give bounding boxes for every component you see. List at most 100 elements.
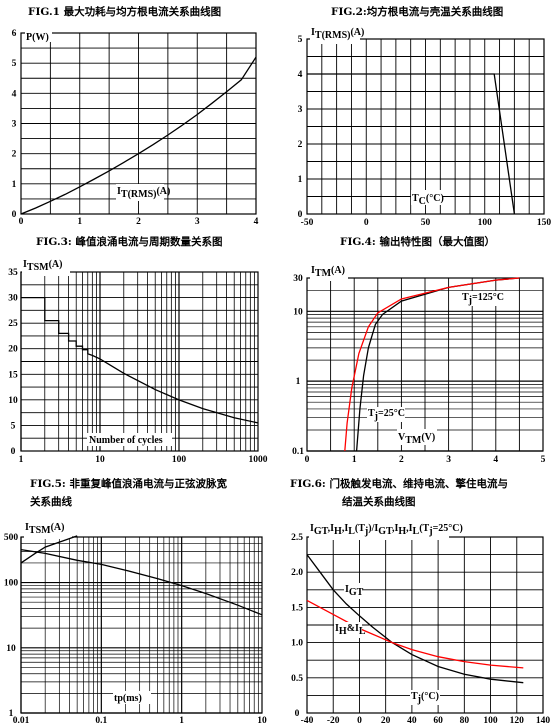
fig2-xtick-label: 0 bbox=[364, 218, 369, 228]
fig5-xtick-label: 1 bbox=[179, 716, 184, 726]
fig6-xtick-label: 0 bbox=[357, 716, 362, 726]
fig4-annot-25c: Tj=25°C bbox=[368, 408, 405, 422]
fig6-ytick-label: 0 bbox=[295, 709, 300, 719]
fig2-series-line bbox=[307, 73, 516, 215]
fig2-xtick-label: 100 bbox=[478, 218, 493, 228]
fig4-xtick-label: 1 bbox=[352, 455, 357, 465]
fig5-series-line-1 bbox=[20, 548, 263, 616]
fig3-series-line bbox=[21, 296, 259, 424]
fig4-xtick-label: 2 bbox=[399, 455, 404, 465]
fig5-title-line2: 关系曲线 bbox=[30, 496, 72, 508]
fig4-xtick-label: 5 bbox=[541, 455, 546, 465]
fig6-series-0 bbox=[306, 554, 524, 684]
fig4-series-125c bbox=[344, 277, 520, 452]
fig4-ytick-label: 10 bbox=[293, 307, 303, 317]
fig4-title: FIG.4: 输出特性图（最大值图） bbox=[340, 236, 495, 248]
fig2-xtick-label: 150 bbox=[537, 218, 552, 228]
fig4-frame bbox=[306, 277, 544, 452]
fig6-xtick-label: 40 bbox=[407, 716, 417, 726]
fig1-series-line bbox=[20, 56, 257, 215]
fig1-title: FIG.1 最大功耗与均方根电流关系曲线图 bbox=[28, 6, 222, 18]
fig5-ytick-label: 500 bbox=[4, 533, 19, 543]
fig4-ylabel: ITM(A) bbox=[311, 265, 345, 279]
fig6-ytick-label: 2.0 bbox=[291, 568, 303, 578]
fig3-xtick-label: 100 bbox=[172, 455, 187, 465]
fig3-ytick-label: 30 bbox=[8, 294, 18, 304]
fig3-title: FIG.3: 峰值浪涌电流与周期数量关系图 bbox=[36, 236, 223, 248]
fig3-ytick-label: 15 bbox=[8, 370, 18, 380]
fig6-xlabel-bg bbox=[410, 690, 440, 705]
fig6-annot-igt-bg bbox=[344, 583, 362, 599]
fig1-xtick-label: 4 bbox=[254, 217, 259, 227]
fig4-xtick-label: 0 bbox=[305, 455, 310, 465]
fig2-xlabel-bg bbox=[411, 190, 443, 205]
fig6-xlabel: Tj(°C) bbox=[411, 691, 439, 705]
fig6-xtick-label: -20 bbox=[327, 716, 340, 726]
fig3-xtick-label: 10 bbox=[95, 455, 105, 465]
fig3-xtick-label: 1 bbox=[19, 455, 24, 465]
fig2-ytick-label: 3 bbox=[298, 105, 303, 115]
fig6-annot-ihil: IH&IL bbox=[335, 623, 366, 637]
fig6-ylabel-bg bbox=[309, 523, 449, 540]
fig5-ytick-label: 10 bbox=[6, 644, 16, 654]
fig3-frame bbox=[20, 271, 259, 452]
fig1-ytick-label: 1 bbox=[12, 180, 17, 190]
fig5-ylabel-bg bbox=[24, 522, 72, 539]
fig4-ytick-label: 1 bbox=[296, 377, 301, 387]
fig2-ytick-label: 2 bbox=[298, 140, 303, 150]
fig3-ytick-label: 20 bbox=[8, 345, 18, 355]
fig1-ytick-label: 0 bbox=[12, 210, 17, 220]
fig6-series-1 bbox=[306, 599, 524, 669]
fig5-ytick-label: 100 bbox=[4, 579, 19, 589]
fig2-ylabel: IT(RMS)(A) bbox=[311, 27, 364, 41]
fig3-ytick-label: 5 bbox=[11, 421, 16, 431]
fig5-frame bbox=[20, 536, 263, 714]
fig6-ytick-label: 2.5 bbox=[291, 533, 303, 543]
fig2-ylabel-bg bbox=[310, 27, 360, 44]
fig1-ytick-label: 2 bbox=[12, 150, 17, 160]
fig2-xtick-label: 50 bbox=[421, 218, 431, 228]
fig3-ylabel: ITSM(A) bbox=[23, 259, 62, 273]
fig5-xlabel: tp(ms) bbox=[114, 693, 142, 704]
fig4-annot-125-bg bbox=[460, 291, 506, 306]
fig6-xtick-label: -40 bbox=[301, 716, 314, 726]
fig2-ytick-label: 1 bbox=[298, 175, 303, 185]
fig1-xtick-label: 1 bbox=[77, 217, 82, 227]
fig3-ylabel-bg bbox=[22, 259, 70, 276]
fig1-xtick-label: 0 bbox=[19, 217, 24, 227]
fig1-ytick-label: 5 bbox=[12, 59, 17, 69]
fig4-xlabel: VTM(V) bbox=[398, 432, 435, 446]
fig1-ytick-label: 6 bbox=[12, 29, 17, 39]
fig3-xlabel: Number of cycles bbox=[89, 435, 163, 446]
fig1-xlabel-bg bbox=[116, 184, 164, 201]
fig2-ytick-label: 0 bbox=[298, 210, 303, 220]
fig6-ytick-label: 0.5 bbox=[291, 674, 303, 684]
fig1-ylabel-bg bbox=[25, 32, 52, 42]
fig4-ytick-label: 0.1 bbox=[292, 447, 304, 457]
fig5-ylabel: ITSM(A) bbox=[25, 522, 64, 536]
fig5-xtick-label: 0.01 bbox=[13, 716, 30, 726]
fig6-annot-ihil-bg bbox=[334, 622, 362, 638]
fig1-xtick-label: 3 bbox=[195, 217, 200, 227]
fig6-ylabel: IGT,IH,IL(Tj)/IGT,IH,IL(Tj=25°C) bbox=[310, 523, 463, 537]
fig3-ytick-label: 35 bbox=[8, 268, 18, 278]
fig1-ylabel: P(W) bbox=[26, 32, 49, 43]
fig5-title-line1: FIG.5: 非重复峰值浪涌电流与正弦波脉宽 bbox=[30, 478, 227, 490]
fig6-ytick-label: 1.5 bbox=[291, 603, 303, 613]
fig6-ytick-label: 1.0 bbox=[291, 639, 303, 649]
fig5-xtick-label: 0.1 bbox=[95, 716, 107, 726]
fig3-ytick-label: 25 bbox=[8, 319, 18, 329]
fig6-xtick-label: 120 bbox=[510, 716, 525, 726]
fig4-ytick-label: 30 bbox=[293, 274, 303, 284]
fig5-series-line-0 bbox=[20, 535, 78, 564]
fig3-ytick-label: 0 bbox=[11, 447, 16, 457]
fig2-title: FIG.2:均方根电流与壳温关系曲线图 bbox=[331, 6, 504, 18]
fig4-xtick-label: 4 bbox=[493, 455, 498, 465]
fig2-frame bbox=[306, 38, 545, 215]
fig6-xtick-label: 140 bbox=[536, 716, 551, 726]
fig3-xlabel-bg bbox=[87, 433, 172, 446]
fig6-annot-igt: IGT bbox=[345, 584, 364, 598]
fig4-ylabel-bg bbox=[310, 265, 348, 281]
fig5-xlabel-bg bbox=[113, 691, 151, 704]
